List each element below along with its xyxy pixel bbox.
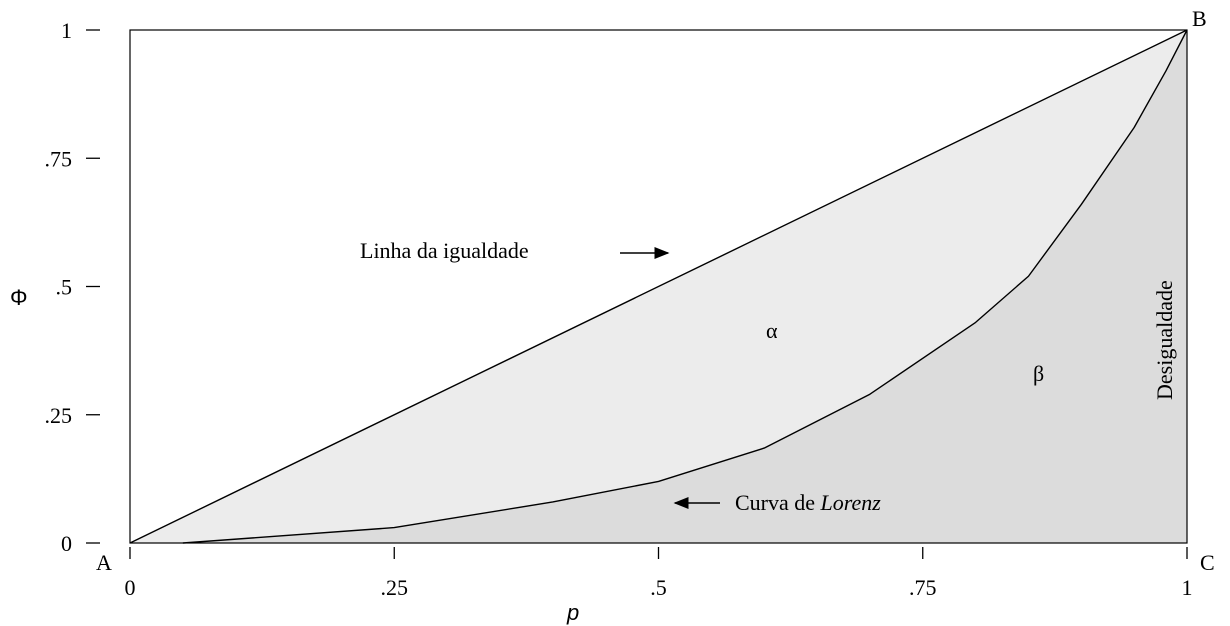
inequality-label: Desigualdade [1152,280,1177,400]
beta-label: β [1033,361,1044,386]
corner-label: C [1200,550,1215,575]
y-tick-label: 0 [61,531,72,556]
lorenz-name: Lorenz [820,490,882,515]
x-tick-label: .25 [381,575,409,600]
line [129,29,1188,544]
equality-label: Linha da igualdade [360,238,529,263]
corner-label: A [96,550,112,575]
y-axis-label: Φ [10,285,28,310]
lorenz-prefix: Curva de [735,490,815,515]
line [182,29,1188,544]
lorenz-label: Curva de Lorenz [735,490,881,515]
y-tick-label: 1 [61,18,72,43]
y-tick-label: .5 [56,275,73,300]
area [182,30,1188,543]
y-tick-label: .25 [45,403,73,428]
alpha-label: α [766,318,778,343]
x-tick-label: 0 [125,575,136,600]
x-tick-label: 1 [1182,575,1193,600]
corner-label: B [1192,6,1207,31]
y-tick-label: .75 [45,146,73,171]
plot-frame [129,29,1188,544]
x-tick-label: .75 [909,575,937,600]
x-tick-label: .5 [650,575,667,600]
x-axis-label: p [566,600,579,625]
